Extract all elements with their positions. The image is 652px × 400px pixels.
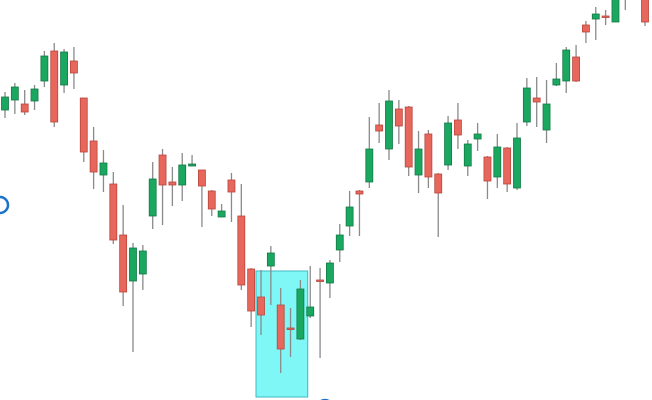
candle-body-up	[542, 103, 551, 131]
candle-body-down	[70, 60, 78, 74]
candle-body-down	[286, 327, 295, 330]
candle-body-down	[641, 0, 649, 23]
candle-body-down	[572, 56, 580, 82]
candle-body-down	[601, 15, 610, 18]
candle-body-down	[20, 103, 29, 113]
candle-body-up	[513, 137, 521, 189]
candle-body-down	[503, 147, 512, 185]
candle-body-up	[463, 143, 472, 167]
candle-body-up	[385, 100, 393, 150]
candle-body-down	[394, 108, 403, 127]
candle-body-up	[178, 164, 187, 186]
candle-body-down	[355, 190, 364, 195]
candle-body-up	[473, 133, 482, 140]
candle-body-down	[316, 279, 324, 282]
candle-body-up	[326, 262, 334, 284]
candle-body-up	[552, 78, 561, 86]
candle-body-down	[119, 234, 128, 293]
candle-body-up	[611, 0, 620, 23]
candle-body-up	[306, 306, 315, 317]
candle-body-up	[345, 206, 354, 227]
candle-body-down	[375, 124, 384, 132]
candle-body-down	[404, 106, 413, 168]
candle-body-down	[454, 119, 462, 136]
candle-body-down	[434, 173, 443, 194]
candle-body-up	[365, 148, 374, 183]
candle-body-up	[138, 250, 147, 275]
candle-body-down	[582, 24, 590, 33]
candle-body-up	[444, 122, 452, 166]
candle-body-up	[99, 162, 108, 176]
candle-body-up	[335, 234, 344, 251]
candle-body-up	[188, 163, 196, 167]
candle-body-up	[10, 86, 19, 101]
candle-body-up	[129, 247, 137, 282]
candle-body-up	[30, 88, 39, 102]
candle-body-up	[266, 252, 275, 267]
candle-body-up	[148, 178, 157, 217]
candle-body-down	[424, 133, 433, 178]
candle-body-up	[40, 55, 49, 82]
candle-body-down	[247, 268, 256, 312]
candle-body-down	[532, 97, 541, 103]
candle-body-up	[1, 96, 9, 111]
candle-body-down	[237, 215, 246, 286]
candle-body-down	[207, 190, 216, 210]
candle-body-up	[414, 148, 423, 176]
candle-body-up	[493, 146, 502, 178]
candle-body-down	[198, 169, 206, 187]
marker-circle	[0, 195, 10, 215]
candle-body-down	[50, 50, 59, 123]
candle-body-down	[483, 156, 492, 182]
candle-body-down	[257, 296, 265, 316]
candle-body-down	[89, 140, 98, 173]
candle-body-down	[109, 183, 118, 241]
candle-body-down	[276, 304, 285, 350]
candle-body-up	[60, 51, 68, 86]
candle-body-up	[217, 210, 226, 218]
candle-body-down	[168, 181, 177, 186]
candle-body-up	[522, 87, 531, 123]
candle-body-up	[591, 13, 600, 20]
candle-body-down	[227, 179, 236, 193]
candle-body-down	[158, 154, 167, 186]
candle-body-down	[79, 97, 88, 153]
candle-body-up	[296, 288, 305, 340]
candle-body-up	[562, 49, 571, 82]
